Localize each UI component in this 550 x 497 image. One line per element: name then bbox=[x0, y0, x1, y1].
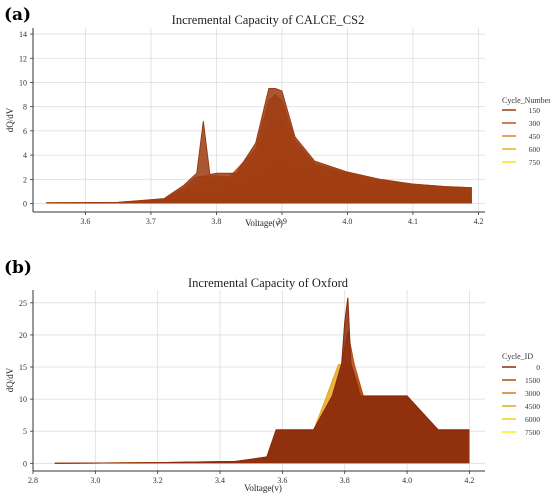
legend-label: 0 bbox=[536, 363, 540, 372]
x-axis-label-b: Voltage(v) bbox=[244, 483, 282, 493]
y-tick-label: 0 bbox=[23, 459, 27, 468]
legend-label: 600 bbox=[529, 145, 541, 154]
axes-a: 3.6 3.7 3.8 3.9 4.0 4.1 4.2 0 2 4 6 8 10 12 14 bbox=[19, 28, 485, 226]
x-tick-label: 4.0 bbox=[402, 476, 412, 485]
x-tick-label: 4.1 bbox=[408, 217, 418, 226]
y-tick-label: 25 bbox=[19, 299, 27, 308]
x-tick-label: 3.6 bbox=[277, 476, 287, 485]
series-line bbox=[54, 297, 470, 464]
x-tick-label: 4.0 bbox=[342, 217, 352, 226]
x-tick-label: 3.0 bbox=[90, 476, 100, 485]
y-tick-label: 8 bbox=[23, 103, 27, 112]
x-axis-label-a: Voltage(v) bbox=[245, 218, 283, 228]
legend-a: Cycle_Number 150 300 450 600 750 bbox=[502, 96, 550, 167]
chart-title-a: Incremental Capacity of CALCE_CS2 bbox=[172, 13, 365, 27]
y-tick-label: 20 bbox=[19, 331, 27, 340]
y-tick-label: 10 bbox=[19, 395, 27, 404]
x-tick-label: 3.8 bbox=[340, 476, 350, 485]
legend-label: 150 bbox=[529, 106, 541, 115]
x-tick-label: 3.4 bbox=[215, 476, 225, 485]
series-group-a bbox=[46, 88, 472, 204]
y-tick-label: 10 bbox=[19, 78, 27, 87]
chart-panel-b: (b) Incremental Capacity of Oxford Volta… bbox=[4, 258, 540, 493]
legend-label: 6000 bbox=[525, 415, 540, 424]
series-area bbox=[46, 88, 472, 204]
chart-panel-a: (a) Incremental Capacity of CALCE_CS2 Vo… bbox=[4, 5, 550, 228]
y-tick-label: 0 bbox=[23, 200, 27, 209]
x-tick-label: 3.7 bbox=[146, 217, 156, 226]
y-tick-label: 2 bbox=[23, 175, 27, 184]
y-tick-label: 5 bbox=[23, 427, 27, 436]
x-tick-label: 3.2 bbox=[153, 476, 163, 485]
legend-b: Cycle_ID 0 1500 3000 4500 6000 7500 bbox=[502, 352, 540, 437]
legend-label: 1500 bbox=[525, 376, 540, 385]
y-tick-label: 6 bbox=[23, 127, 27, 136]
x-tick-label: 3.9 bbox=[277, 217, 287, 226]
x-tick-label: 4.2 bbox=[473, 217, 483, 226]
y-tick-label: 15 bbox=[19, 363, 27, 372]
series-group-b bbox=[54, 297, 470, 464]
panel-label-b: (b) bbox=[4, 258, 32, 278]
x-tick-label: 4.2 bbox=[464, 476, 474, 485]
x-tick-label: 2.8 bbox=[28, 476, 38, 485]
chart-title-b: Incremental Capacity of Oxford bbox=[188, 276, 349, 290]
legend-label: 450 bbox=[529, 132, 541, 141]
legend-label: 3000 bbox=[525, 389, 540, 398]
series-line bbox=[46, 88, 472, 204]
y-tick-label: 14 bbox=[19, 30, 27, 39]
axes-b: 2.8 3.0 3.2 3.4 3.6 3.8 4.0 4.2 0 5 10 15 20 25 bbox=[19, 290, 485, 485]
legend-label: 750 bbox=[529, 158, 541, 167]
x-tick-label: 3.6 bbox=[80, 217, 90, 226]
legend-label: 300 bbox=[529, 119, 541, 128]
legend-label: 4500 bbox=[525, 402, 540, 411]
legend-title-a: Cycle_Number bbox=[502, 96, 550, 105]
y-tick-label: 4 bbox=[23, 151, 27, 160]
y-axis-label-a: dQ/dV bbox=[5, 107, 15, 132]
legend-title-b: Cycle_ID bbox=[502, 352, 533, 361]
y-tick-label: 12 bbox=[19, 54, 27, 63]
series-area bbox=[54, 297, 470, 464]
legend-label: 7500 bbox=[525, 428, 540, 437]
x-tick-label: 3.8 bbox=[211, 217, 221, 226]
y-axis-label-b: dQ/dV bbox=[5, 367, 15, 392]
panel-label-a: (a) bbox=[4, 5, 31, 25]
